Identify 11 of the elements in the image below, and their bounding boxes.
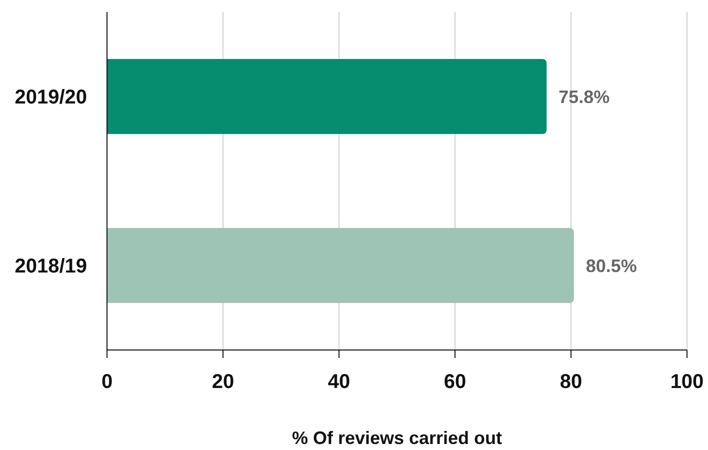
x-tick-label: 20 <box>212 371 234 394</box>
x-tick-label: 60 <box>444 371 466 394</box>
x-axis-title: % Of reviews carried out <box>292 428 502 448</box>
x-tick-label: 100 <box>670 371 704 394</box>
x-tick-label: 0 <box>101 371 113 394</box>
x-tick-label: 40 <box>328 371 350 394</box>
data-label: 80.5% <box>586 256 637 276</box>
y-tick-label: 2019/20 <box>14 86 87 109</box>
y-tick-label: 2018/19 <box>14 256 87 278</box>
data-label: 75.8% <box>558 86 610 107</box>
x-tick-label: 80 <box>560 371 582 394</box>
